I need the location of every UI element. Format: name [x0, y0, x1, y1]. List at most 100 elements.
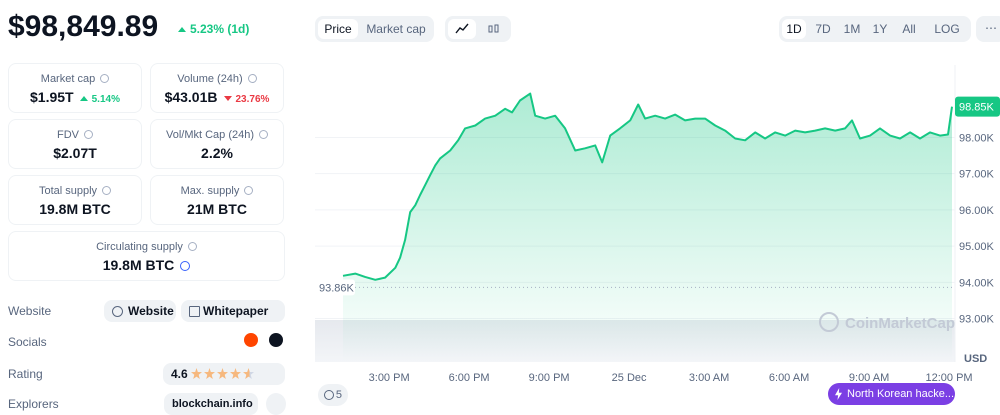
change-arrow: [79, 96, 88, 101]
github-icon[interactable]: [269, 333, 283, 347]
price-change: 5.23% (1d): [178, 22, 249, 36]
range-button[interactable]: 1Y: [872, 22, 888, 36]
x-tick-label: 6:00 PM: [449, 372, 490, 384]
y-tick-label: 94.00K: [959, 277, 995, 289]
info-icon: [259, 130, 269, 139]
star: [204, 368, 215, 379]
x-tick-label: 3:00 AM: [689, 372, 729, 384]
price: $98,849.89: [8, 10, 159, 43]
y-tick-label: 95.00K: [959, 241, 995, 253]
stat-value: 19.8M BTC: [9, 257, 284, 273]
chart-tabs: Price Market cap: [315, 16, 434, 42]
info-icon: [247, 74, 257, 83]
stat-value: 21M BTC: [151, 201, 283, 217]
link-icon: [112, 306, 123, 317]
news-headline[interactable]: North Korean hacke...: [828, 383, 955, 405]
news-headline-text: North Korean hacke...: [847, 388, 955, 400]
price-line: [342, 92, 953, 281]
star: [230, 368, 241, 379]
y-tick-label: 96.00K: [959, 205, 995, 217]
x-tick-label: 6:00 AM: [769, 372, 809, 384]
stat-value-text: $2.07T: [53, 145, 97, 161]
rating-value: 4.6: [171, 367, 188, 381]
candle-icon: [488, 24, 499, 33]
rating-stars: [191, 368, 257, 380]
stat-value-text: $43.01B: [164, 89, 218, 105]
range-button[interactable]: 1D: [782, 19, 806, 39]
candle-chart-button[interactable]: [480, 19, 508, 39]
clock-icon: [324, 390, 334, 400]
change-arrow: [223, 96, 232, 101]
row-label: Rating: [8, 367, 43, 381]
chart-style-group: [445, 16, 511, 42]
range-button[interactable]: All: [902, 22, 916, 36]
star: [217, 368, 228, 379]
stat-label-text: FDV: [57, 129, 79, 141]
current-price-tag: [955, 96, 1000, 117]
stat-value: $2.07T: [9, 145, 141, 161]
stat-change-text: 23.76%: [235, 94, 270, 105]
stat-card: Circulating supply 19.8M BTC: [8, 231, 285, 281]
current-price-label: 98.85K: [959, 102, 995, 114]
more-button[interactable]: ⋯: [976, 16, 1000, 42]
range-button[interactable]: LOG: [934, 22, 960, 36]
explorer-pill[interactable]: blockchain.info: [164, 393, 258, 415]
stat-value-text: 21M BTC: [187, 201, 247, 217]
stat-label: FDV: [9, 129, 141, 141]
stat-label: Circulating supply: [9, 241, 284, 253]
chart-tab[interactable]: Price: [318, 19, 358, 39]
baseline-label: 93.86K: [319, 282, 355, 294]
stat-value-text: 2.2%: [201, 145, 233, 161]
info-icon: [84, 130, 93, 139]
explorer-more[interactable]: [266, 393, 286, 415]
line-chart-button[interactable]: [448, 19, 476, 39]
bolt-icon: [835, 388, 842, 400]
stat-label: Vol/Mkt Cap (24h): [151, 129, 283, 141]
x-tick-label: 12:00 PM: [926, 372, 973, 384]
rating-pill[interactable]: 4.6: [163, 363, 285, 385]
chart-toolbar: Price Market cap 1D 7D 1M 1Y All LOG ⋯: [300, 0, 1000, 50]
chart-tab[interactable]: Market cap: [366, 22, 426, 36]
row-label: Explorers: [8, 397, 59, 411]
stat-label: Total supply: [9, 185, 141, 197]
stat-card: Market cap $1.95T 5.14%: [8, 63, 142, 113]
baseline-tag: [315, 279, 355, 296]
x-tick-label: 9:00 AM: [849, 372, 889, 384]
price-chart: 93.00K 94.00K 95.00K 96.00K 97.00K 98.00K 3:00…: [315, 65, 1000, 384]
row-label: Website: [8, 304, 52, 318]
stat-label-text: Max. supply: [180, 185, 240, 197]
link-icon: [189, 306, 200, 317]
more-dots: ⋯: [985, 21, 997, 35]
star: [243, 368, 254, 379]
stat-change: 5.14%: [79, 94, 120, 105]
range-button[interactable]: 7D: [815, 22, 831, 36]
stat-card: Volume (24h) $43.01B 23.76%: [150, 63, 284, 113]
news-count-text: 5: [335, 389, 342, 401]
x-tick-label: 9:00 PM: [529, 372, 570, 384]
link-text: Whitepaper: [203, 304, 269, 318]
stat-change-text: 5.14%: [91, 94, 120, 105]
price-change-text: 5.23% (1d): [190, 22, 250, 36]
stat-card: Vol/Mkt Cap (24h) 2.2%: [150, 119, 284, 169]
info-icon: [102, 186, 112, 195]
range-group: 1D 7D 1M 1Y All LOG: [779, 16, 971, 42]
reddit-icon[interactable]: [244, 333, 258, 347]
link-pill[interactable]: Whitepaper: [181, 300, 285, 322]
stat-value: $1.95T 5.14%: [9, 89, 141, 105]
watermark-logo: [819, 312, 839, 332]
stat-label-text: Circulating supply: [96, 241, 183, 253]
stat-card: FDV $2.07T: [8, 119, 142, 169]
y-tick-label: 93.00K: [959, 314, 995, 326]
watermark: CoinMarketCap: [845, 315, 955, 332]
stat-label: Market cap: [9, 73, 141, 85]
range-button[interactable]: 1M: [843, 22, 861, 36]
link-pill[interactable]: Website: [104, 300, 176, 322]
x-tick-label: 25 Dec: [612, 372, 647, 384]
stat-label-text: Vol/Mkt Cap (24h): [165, 129, 255, 141]
row-label: Socials: [8, 335, 47, 349]
news-count[interactable]: 5: [318, 384, 348, 406]
stat-card: Total supply 19.8M BTC: [8, 175, 142, 225]
y-tick-label: 97.00K: [959, 169, 995, 181]
stat-label-text: Total supply: [38, 185, 98, 197]
